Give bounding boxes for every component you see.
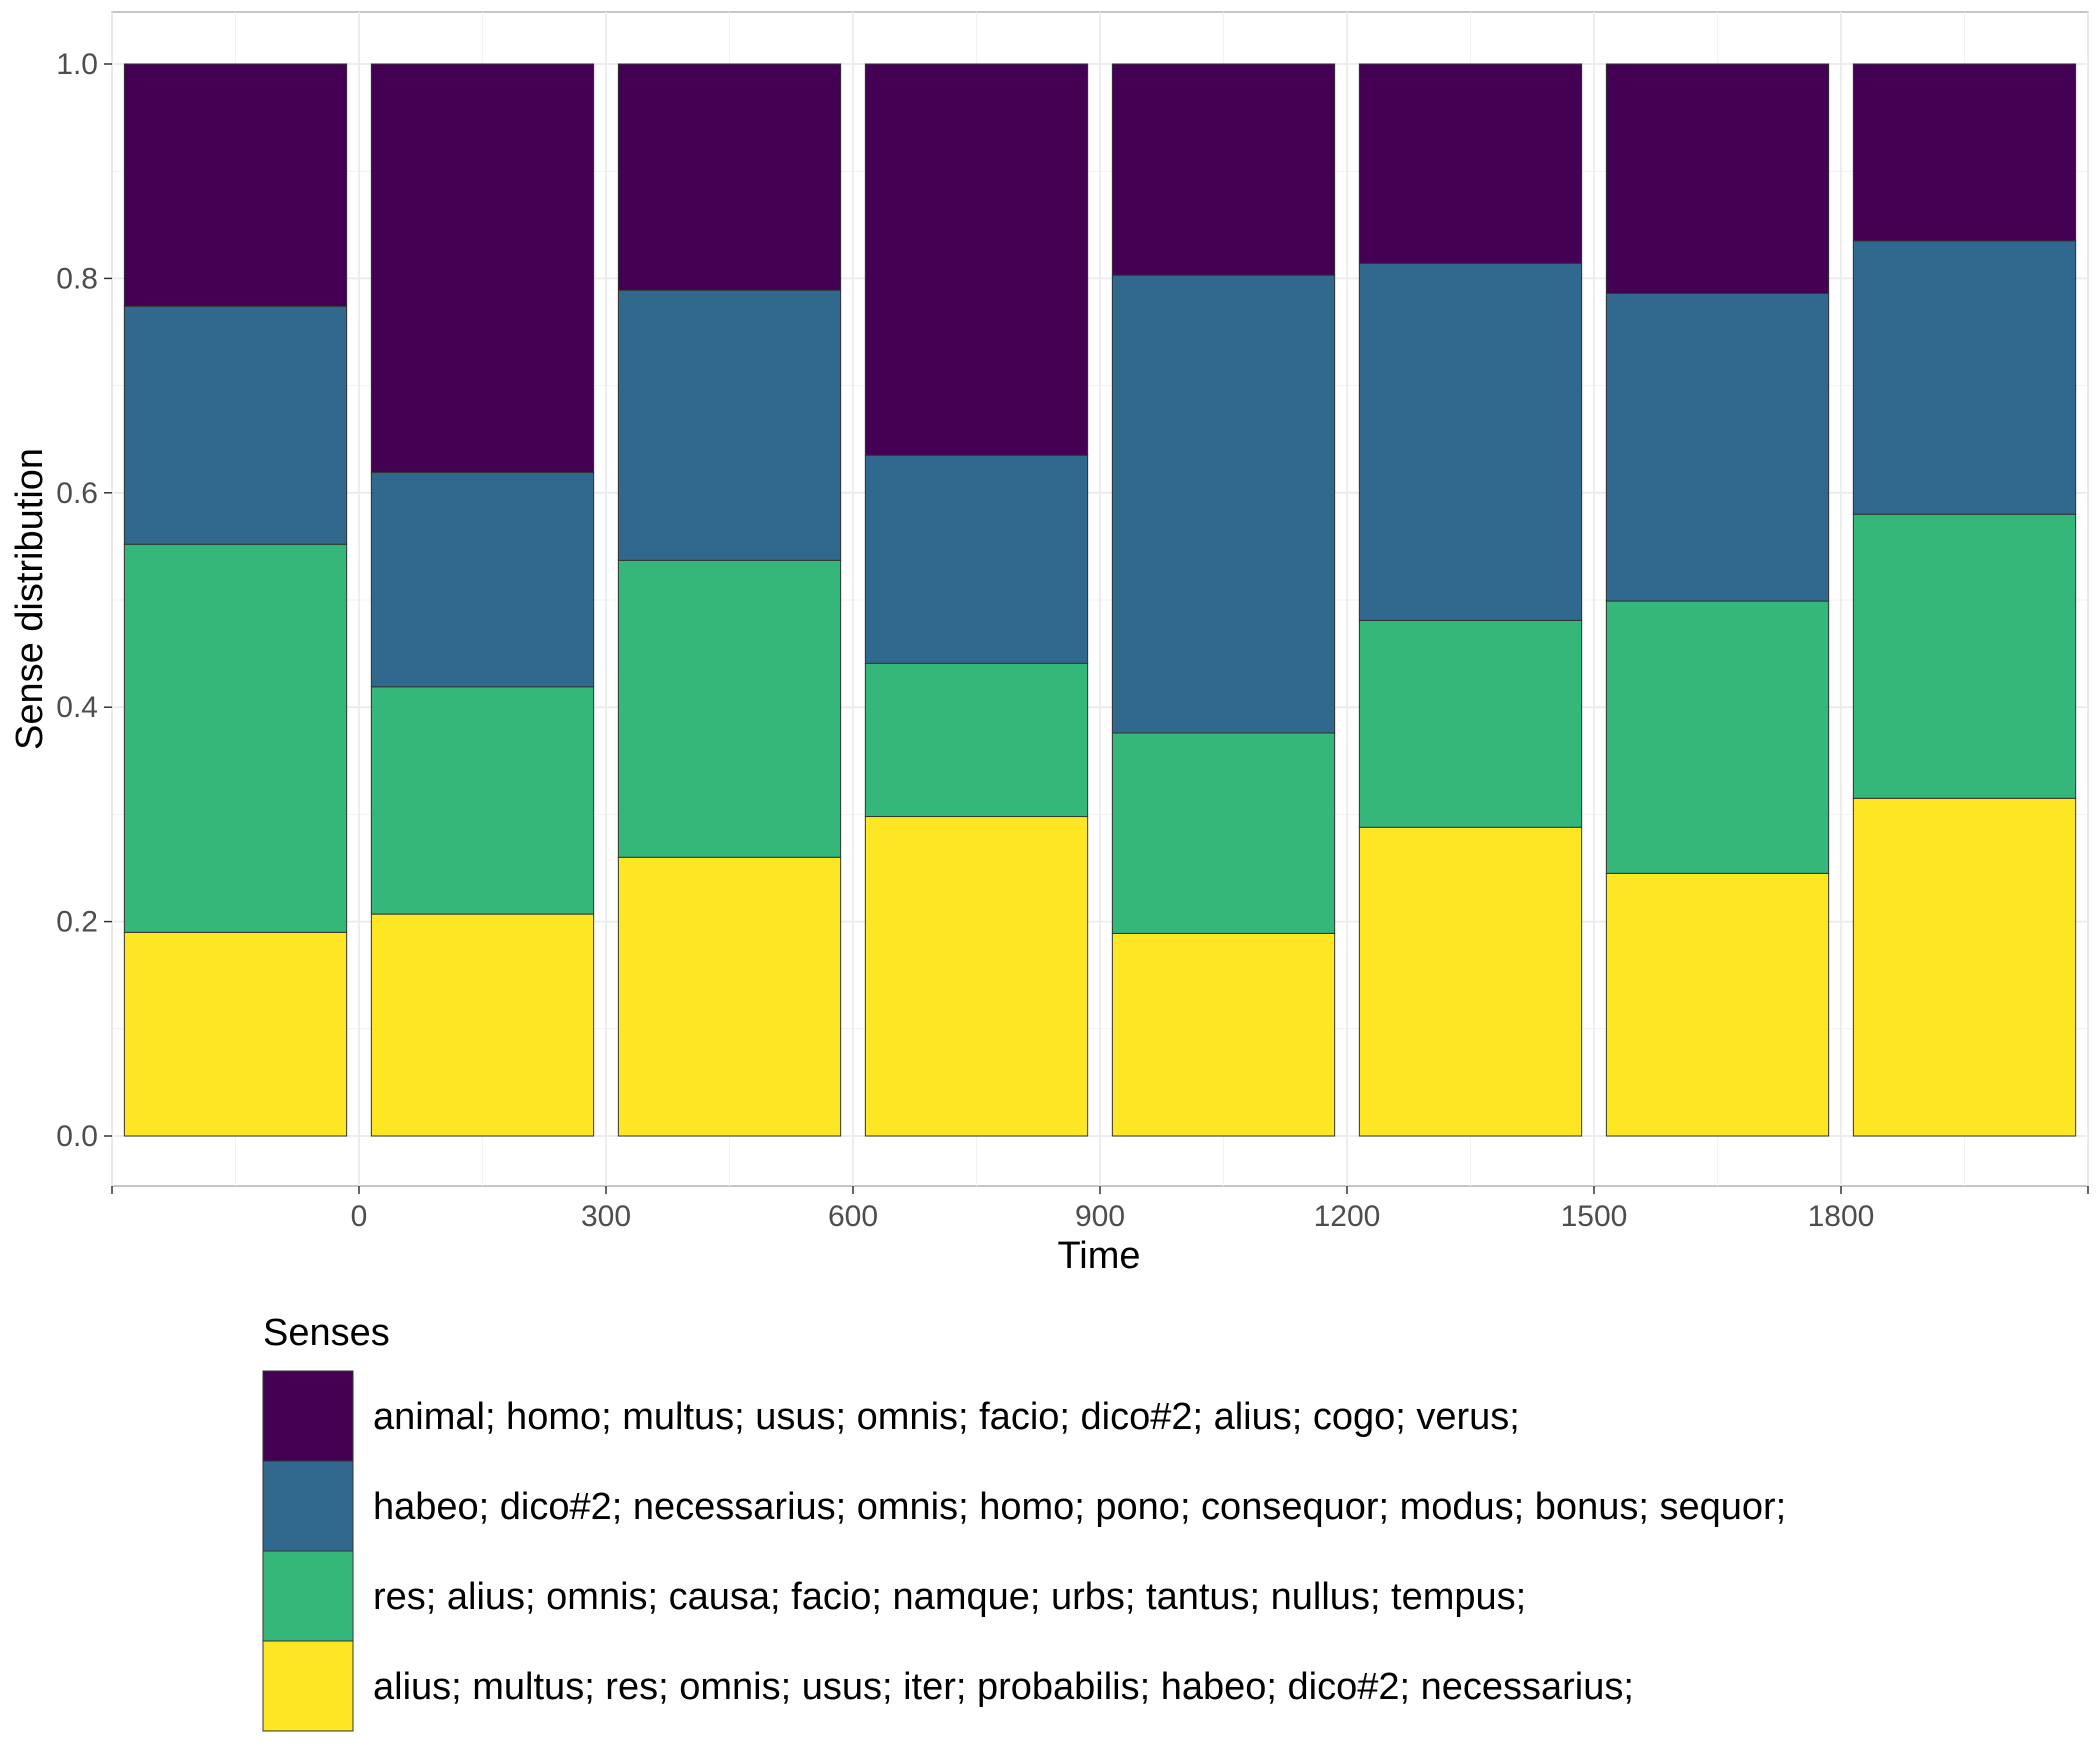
y-tick-label: 0.8	[56, 262, 98, 295]
legend-key	[262, 1640, 354, 1732]
x-tick-label: 900	[1075, 1200, 1125, 1233]
bar-segment	[123, 63, 348, 307]
legend-label: animal; homo; multus; usus; omnis; facio…	[373, 1396, 1520, 1438]
bars	[123, 63, 2077, 1137]
bar-segment	[864, 63, 1089, 456]
bar-segment	[1358, 63, 1583, 264]
bar-segment	[1852, 240, 2077, 515]
bar-segment	[1111, 932, 1336, 1137]
bar-segment	[1111, 732, 1336, 934]
x-tick-label: 300	[581, 1200, 631, 1233]
bar-segment	[370, 63, 595, 473]
bar-segment	[370, 913, 595, 1137]
bar-segment	[123, 543, 348, 933]
x-tick-label: 600	[828, 1200, 878, 1233]
bar-segment	[1852, 513, 2077, 799]
x-tick-label: 1200	[1314, 1200, 1381, 1233]
bar-segment	[1852, 63, 2077, 242]
bar-segment	[864, 662, 1089, 818]
x-tick-label: 1500	[1561, 1200, 1628, 1233]
bar-segment	[1605, 872, 1830, 1137]
x-axis-title: Time	[1057, 1235, 1140, 1277]
legend-key	[262, 1550, 354, 1642]
bar-segment	[617, 559, 842, 858]
bar-segment	[1605, 63, 1830, 294]
bar-segment	[617, 289, 842, 561]
y-tick-label: 0.2	[56, 906, 98, 939]
legend-label: res; alius; omnis; causa; facio; namque;…	[373, 1576, 1526, 1618]
bar-segment	[864, 816, 1089, 1137]
bar-segment	[1605, 292, 1830, 602]
bar-segment	[123, 305, 348, 545]
bar-segment	[617, 856, 842, 1137]
legend-title: Senses	[263, 1312, 390, 1354]
axis-ticks: 0.0 0.2 0.4 0.6 0.8 1.0 0 300 600 900 1200 1500 1800	[56, 48, 2089, 1233]
bar-segment	[370, 686, 595, 915]
x-tick-label: 1800	[1808, 1200, 1875, 1233]
bar-segment	[370, 471, 595, 688]
bar-segment	[1358, 826, 1583, 1137]
legend: animal; homo; multus; usus; omnis; facio…	[262, 1370, 1786, 1732]
y-axis-title: Sense distribution	[9, 448, 51, 750]
x-tick-label: 0	[351, 1200, 368, 1233]
y-tick-label: 0.4	[56, 691, 98, 724]
legend-label: alius; multus; res; omnis; usus; iter; p…	[373, 1666, 1634, 1708]
legend-key	[262, 1370, 354, 1462]
legend-label: habeo; dico#2; necessarius; omnis; homo;…	[373, 1486, 1786, 1528]
bar-segment	[1111, 63, 1336, 276]
bar-segment	[1358, 262, 1583, 621]
bar-segment	[1358, 619, 1583, 828]
bar-segment	[1605, 600, 1830, 874]
y-tick-label: 1.0	[56, 48, 98, 81]
y-tick-label: 0.0	[56, 1120, 98, 1153]
legend-key	[262, 1460, 354, 1552]
y-tick-label: 0.6	[56, 477, 98, 510]
bar-segment	[1852, 797, 2077, 1137]
bar-segment	[864, 454, 1089, 664]
bar-segment	[1111, 274, 1336, 734]
bar-segment	[617, 63, 842, 291]
bar-segment	[123, 931, 348, 1137]
